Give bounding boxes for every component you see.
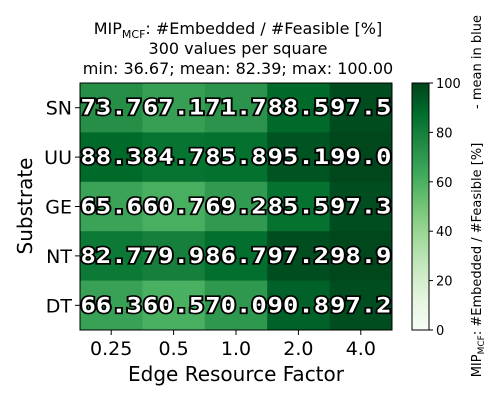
heatmap-cell [80,83,143,133]
x-tick-label: 2.0 [283,338,313,360]
x-axis-ticks: 0.25 0.5 1.0 2.0 4.0 [90,330,376,360]
heatmap-cell-value: 88.3 [81,145,142,169]
heatmap-cell [267,181,331,232]
colorbar-tick-label: 0 [436,324,444,339]
heatmap-cell [329,132,393,183]
heatmap-cell-value: 73.7 [81,96,142,120]
heatmap-cell-value: 84.7 [143,145,204,169]
heatmap-cell-value: 65.6 [81,195,142,219]
colorbar-secondary-label: - mean in blue [470,15,485,109]
heatmap-cell [267,280,331,331]
colorbar-label: MIPMCF: #Embedded / #Feasible [%] [470,143,487,378]
y-axis-ticks: SN UU GE NT DT [44,98,80,317]
heatmap-cell-value: 85.5 [268,195,329,219]
heatmap-cells [80,83,393,331]
heatmap-cell-value: 66.3 [81,293,142,317]
x-tick-label: 0.25 [90,338,132,360]
heatmap-cell-value: 67.1 [143,96,204,120]
heatmap-cell-value: 82.7 [81,244,142,268]
heatmap-cell-value: 60.5 [143,293,204,317]
colorbar [411,82,430,331]
heatmap-value-labels: 73.7 67.1 71.7 88.5 97.5 88.3 84.7 85.8 95.1 99.0… [79,94,393,319]
y-tick-label: SN [46,98,72,120]
x-axis-label: Edge Resource Factor [128,362,345,386]
x-tick-label: 1.0 [221,338,251,360]
heatmap-cell-value: 70.0 [205,293,266,317]
y-tick-label: DT [46,295,73,317]
heatmap-cell [267,83,331,133]
heatmap-cell [80,181,143,232]
heatmap-cell [204,280,268,331]
y-axis-label: Substrate [13,158,37,255]
heatmap-cell [142,181,206,232]
heatmap-cell-value: 71.7 [205,96,266,120]
heatmap-cell-value: 99.0 [330,145,391,169]
heatmap-cell-value: 97.2 [330,293,391,317]
y-tick-label: GE [45,197,72,219]
heatmap-cell [142,83,206,133]
heatmap-cell [142,132,206,183]
heatmap-cell-value: 95.1 [268,145,329,169]
heatmap-cell-value: 98.9 [330,244,391,268]
y-tick-label: UU [44,147,72,169]
colorbar-tick-label: 40 [436,225,453,240]
heatmap-cell [329,181,393,232]
heatmap-cell [204,83,268,133]
heatmap-cell [329,280,393,331]
heatmap-cell [329,231,393,282]
heatmap-cell [204,231,268,282]
heatmap-cell-value: 79.9 [143,244,204,268]
x-tick-label: 4.0 [346,338,376,360]
heatmap-cell-value: 88.5 [268,96,329,120]
colorbar-tick-label: 100 [436,77,461,92]
colorbar-tick-label: 20 [436,275,453,290]
chart-subtitle-stats: min: 36.67; mean: 82.39; max: 100.00 [83,59,393,78]
colorbar-tick-label: 60 [436,176,453,191]
heatmap-cell [142,231,206,282]
heatmap-cell [80,231,143,282]
chart-title: MIPMCF: #Embedded / #Feasible [%] [94,19,383,41]
heatmap-cell-value: 90.8 [268,293,329,317]
chart-subtitle-count: 300 values per square [149,39,328,58]
heatmap-cell [267,231,331,282]
heatmap-cell-value: 60.7 [143,195,204,219]
heatmap-cell [142,280,206,331]
heatmap-cell-value: 97.2 [268,244,329,268]
heatmap-cell [267,132,331,183]
heatmap-cell-value: 97.5 [330,96,391,120]
heatmap-cell [329,83,393,133]
heatmap-cell [204,181,268,232]
heatmap-cell-value: 86.7 [205,244,266,268]
colorbar-ticks: 0 20 40 60 80 100 [429,77,461,339]
heatmap-cell [80,280,143,331]
heatmap-cell [80,132,143,183]
heatmap-cell-value: 97.3 [330,195,391,219]
y-tick-label: NT [46,246,72,268]
heatmap-cell-value: 69.2 [205,195,266,219]
colorbar-tick-label: 80 [436,126,453,141]
heatmap-cell-value: 85.8 [205,145,266,169]
heatmap-cell [204,132,268,183]
x-tick-label: 0.5 [158,338,188,360]
